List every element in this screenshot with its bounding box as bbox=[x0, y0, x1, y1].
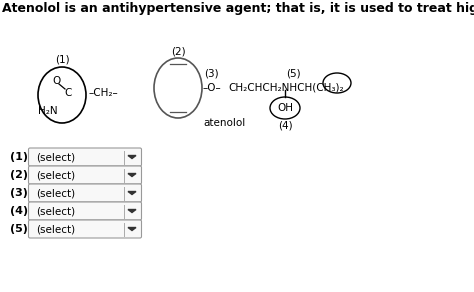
Text: C: C bbox=[64, 88, 72, 98]
Text: Atenolol is an antihypertensive agent; that is, it is used to treat high blood p: Atenolol is an antihypertensive agent; t… bbox=[2, 2, 474, 15]
FancyBboxPatch shape bbox=[28, 166, 142, 184]
Text: CH₂CHCH₂NHCH(CH₃)₂: CH₂CHCH₂NHCH(CH₃)₂ bbox=[228, 83, 344, 93]
Text: (select): (select) bbox=[36, 206, 75, 216]
Text: OH: OH bbox=[277, 103, 293, 113]
Text: (3): (3) bbox=[204, 69, 219, 79]
FancyBboxPatch shape bbox=[28, 202, 142, 220]
Text: (2): (2) bbox=[10, 170, 28, 180]
Text: (select): (select) bbox=[36, 170, 75, 180]
Polygon shape bbox=[128, 156, 136, 159]
Polygon shape bbox=[128, 192, 136, 194]
Text: (select): (select) bbox=[36, 224, 75, 234]
Text: (1): (1) bbox=[10, 152, 28, 162]
FancyBboxPatch shape bbox=[28, 184, 142, 202]
Text: (3): (3) bbox=[10, 188, 28, 198]
Text: atenolol: atenolol bbox=[204, 118, 246, 128]
FancyBboxPatch shape bbox=[28, 148, 142, 166]
Polygon shape bbox=[128, 173, 136, 176]
Polygon shape bbox=[128, 209, 136, 213]
Text: O: O bbox=[53, 76, 61, 86]
Text: (5): (5) bbox=[10, 224, 28, 234]
Text: (4): (4) bbox=[10, 206, 28, 216]
Text: (1): (1) bbox=[55, 55, 69, 65]
Text: (select): (select) bbox=[36, 188, 75, 198]
FancyBboxPatch shape bbox=[28, 220, 142, 238]
Text: H₂N: H₂N bbox=[38, 106, 58, 116]
Text: (2): (2) bbox=[171, 46, 185, 56]
Text: (4): (4) bbox=[278, 121, 292, 131]
Text: (select): (select) bbox=[36, 152, 75, 162]
Polygon shape bbox=[128, 227, 136, 230]
Text: (5): (5) bbox=[286, 69, 301, 79]
Text: –O–: –O– bbox=[203, 83, 222, 93]
Text: –CH₂–: –CH₂– bbox=[89, 88, 119, 98]
